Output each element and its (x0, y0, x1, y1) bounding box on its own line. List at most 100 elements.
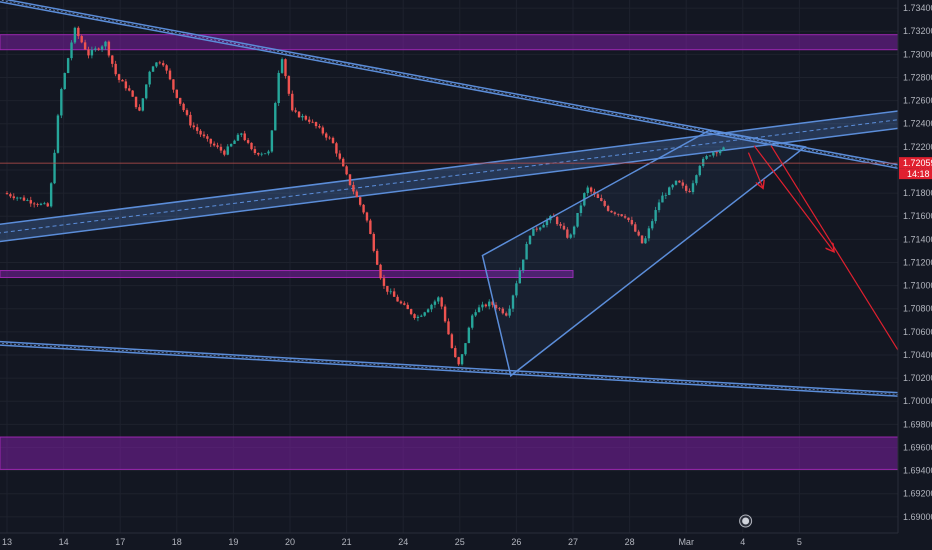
candle-body (311, 121, 314, 123)
candle-body (185, 110, 189, 115)
candle-body (409, 309, 413, 315)
candle-body (36, 204, 39, 206)
candle-body (15, 197, 19, 199)
candle-body (104, 41, 107, 47)
candle-body (518, 270, 521, 284)
y-tick-label: 1.70200 (903, 373, 932, 383)
trend-channels[interactable] (0, 0, 932, 424)
candle-body (681, 182, 685, 186)
candle-body (352, 185, 355, 192)
falling-resistance-upper (4, 0, 932, 172)
x-tick-label: 4 (740, 537, 745, 547)
candle-body (325, 133, 328, 138)
falling-support-lower (0, 344, 932, 399)
current-price-badge: 1.72059 14:18 (899, 157, 932, 180)
candle-body (243, 133, 246, 141)
candle-body (538, 227, 542, 230)
candle-body (647, 228, 651, 239)
candle-body (328, 137, 331, 139)
supply-zone (0, 270, 574, 278)
y-tick-label: 1.72600 (903, 96, 932, 106)
candle-body (358, 197, 362, 205)
candle-body (423, 312, 426, 316)
candle-body (145, 84, 148, 99)
candle-body (555, 216, 559, 225)
candle-body (233, 140, 236, 144)
candle-body (26, 200, 29, 201)
candle-body (379, 264, 382, 279)
current-price-label: 1.72059 (903, 158, 932, 168)
candle-body (566, 229, 569, 238)
x-tick-label: 5 (797, 537, 802, 547)
countdown-label: 14:18 (907, 169, 930, 179)
candle-body (661, 195, 664, 203)
falling-support-upper (0, 340, 932, 396)
y-tick-label: 1.69000 (903, 512, 932, 522)
candle-body (308, 119, 311, 122)
y-tick-label: 1.69400 (903, 466, 932, 476)
supply-zone (0, 34, 899, 51)
x-tick-label: 21 (342, 537, 352, 547)
candle-body (216, 145, 219, 147)
candle-body (610, 210, 613, 213)
candle-body (406, 304, 409, 310)
candle-body (695, 175, 698, 184)
candle-body (348, 174, 352, 186)
candle-body (365, 212, 369, 221)
candle-body (460, 354, 464, 365)
candle-body (603, 201, 606, 206)
candle-body (698, 165, 701, 176)
candle-body (501, 308, 505, 314)
candles (5, 26, 725, 366)
candle-body (576, 212, 579, 227)
supply-zone (0, 436, 899, 470)
x-tick-label: 27 (568, 537, 578, 547)
candle-body (219, 146, 223, 151)
candle-body (94, 48, 97, 50)
candle-body (345, 166, 348, 175)
candle-body (304, 115, 308, 120)
candle-body (56, 115, 60, 153)
candle-body (321, 127, 325, 134)
candle-body (664, 194, 668, 196)
candle-body (562, 225, 566, 230)
x-tick-label: Mar (678, 537, 694, 547)
candle-body (369, 220, 372, 234)
candle-body (471, 315, 474, 328)
candle-body (114, 63, 117, 75)
candle-body (83, 42, 87, 50)
candle-body (715, 152, 718, 154)
candle-body (331, 137, 335, 144)
candle-body (141, 98, 145, 111)
y-tick-label: 1.70400 (903, 350, 932, 360)
candle-body (420, 315, 423, 317)
x-tick-label: 19 (228, 537, 238, 547)
candle-body (674, 180, 678, 185)
y-tick-label: 1.71400 (903, 234, 932, 244)
candle-body (280, 59, 284, 73)
y-tick-label: 1.72200 (903, 142, 932, 152)
candle-body (413, 314, 416, 318)
candle-body (355, 191, 358, 198)
candle-body (600, 198, 603, 202)
candle-body (372, 233, 375, 251)
candle-body (389, 291, 392, 293)
candle-body (651, 221, 654, 229)
time-axis[interactable] (0, 533, 932, 550)
candle-body (617, 213, 620, 215)
rising-wedge[interactable] (481, 129, 807, 378)
candle-body (437, 297, 440, 302)
candle-body (701, 158, 705, 166)
rising-wide-channel-upper (0, 105, 932, 225)
x-tick-label: 13 (2, 537, 12, 547)
candle-body (270, 130, 274, 152)
candle-body (335, 143, 338, 154)
candle-body (535, 228, 538, 230)
candle-body (134, 96, 138, 108)
event-badge-dot (742, 517, 750, 525)
candle-body (155, 62, 158, 67)
candle-body (416, 316, 420, 318)
price-axis[interactable] (898, 0, 932, 550)
candle-body (287, 76, 291, 94)
